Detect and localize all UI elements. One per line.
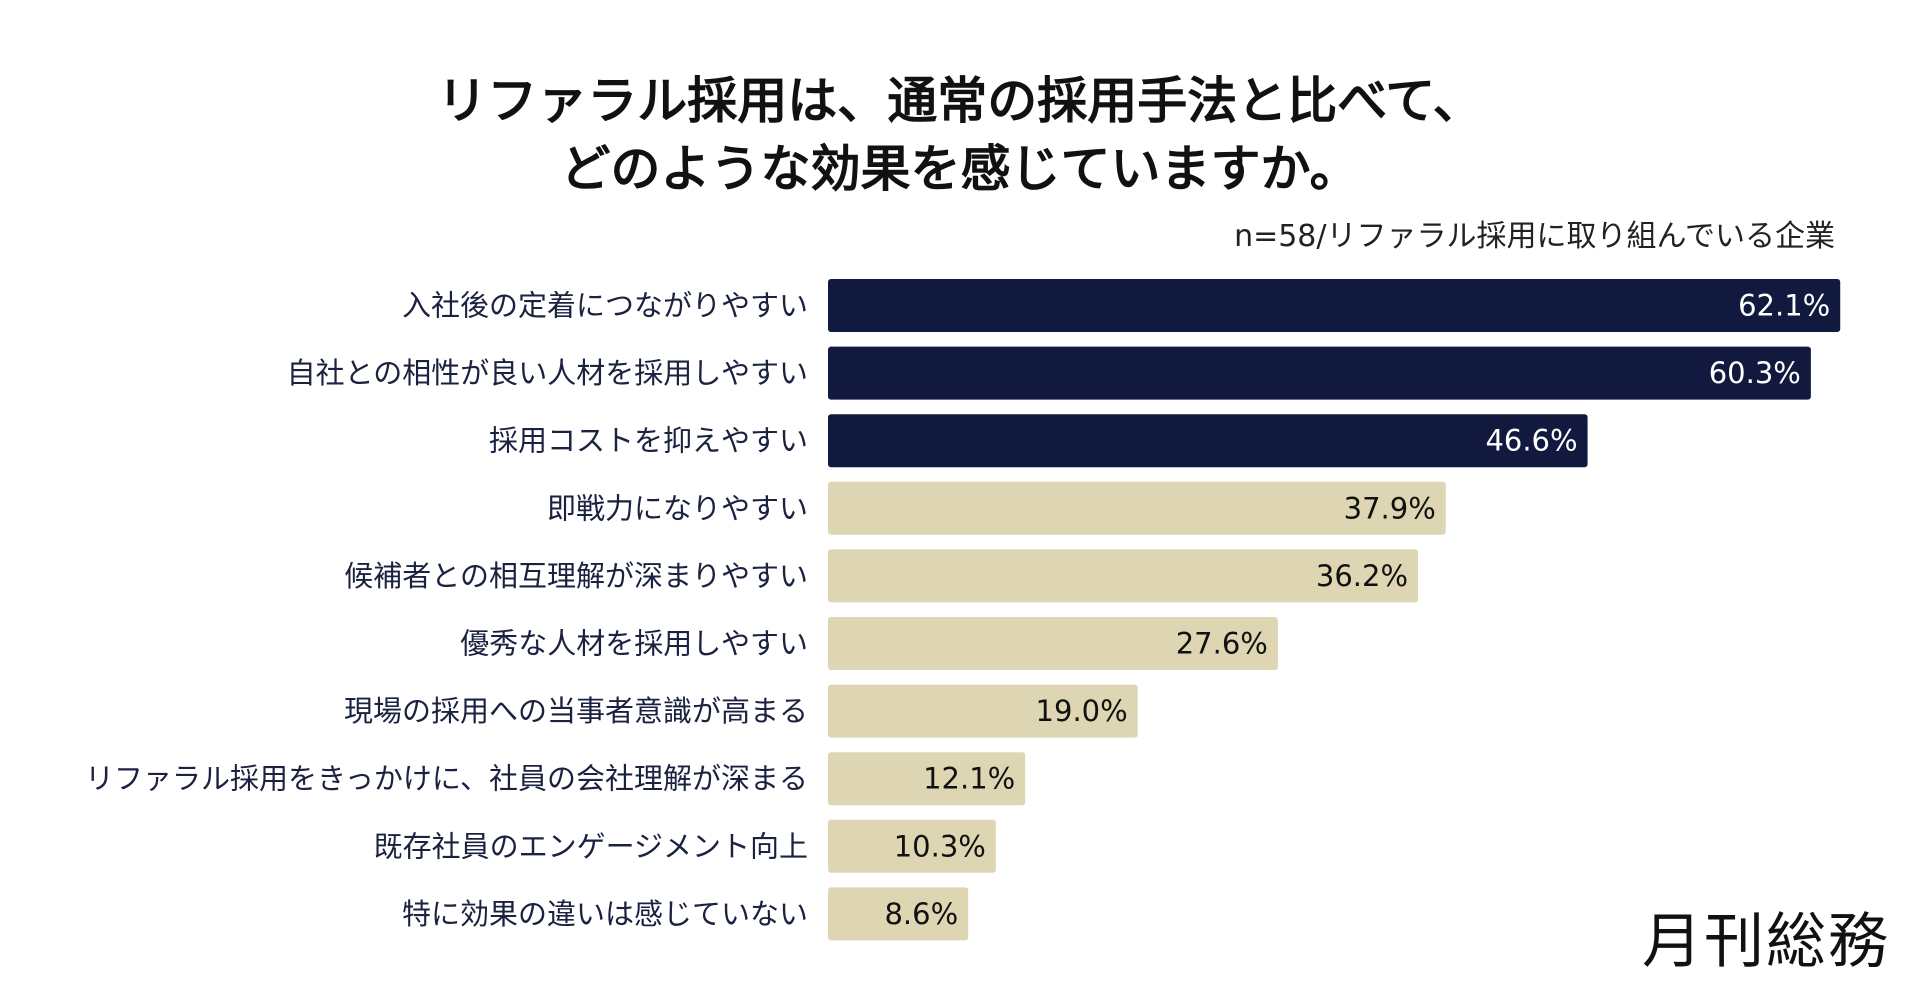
category-label-8: 既存社員のエンゲージメント向上 bbox=[374, 829, 808, 863]
value-label-3: 37.9% bbox=[1344, 491, 1436, 525]
bar-2 bbox=[828, 414, 1588, 468]
bar-3 bbox=[828, 481, 1446, 535]
value-label-6: 19.0% bbox=[1036, 694, 1128, 728]
category-label-2: 採用コストを抑えやすい bbox=[489, 424, 808, 458]
bar-4 bbox=[828, 549, 1419, 603]
brand-logo-text: 月刊総務 bbox=[1642, 907, 1890, 977]
bar-6 bbox=[828, 684, 1138, 738]
chart-subtitle: n=58/リファラル採用に取り組んでいる企業 bbox=[1234, 219, 1835, 254]
value-label-4: 36.2% bbox=[1316, 559, 1408, 593]
category-label-7: リファラル採用をきっかけに、社員の会社理解が深まる bbox=[85, 762, 808, 796]
bars-group: 入社後の定着につながりやすい 62.1% 自社との相性が良い人材を採用しやすい 60.… bbox=[85, 279, 1841, 941]
value-label-9: 8.6% bbox=[884, 897, 958, 931]
value-label-8: 10.3% bbox=[894, 829, 986, 863]
category-label-5: 優秀な人材を採用しやすい bbox=[460, 627, 808, 661]
bar-9 bbox=[828, 887, 969, 941]
bar-0 bbox=[828, 279, 1841, 332]
value-label-1: 60.3% bbox=[1709, 356, 1801, 390]
category-label-1: 自社との相性が良い人材を採用しやすい bbox=[287, 356, 808, 390]
category-label-6: 現場の採用への当事者意識が高まる bbox=[344, 694, 808, 728]
bar-8 bbox=[828, 819, 996, 873]
value-label-0: 62.1% bbox=[1738, 289, 1830, 323]
bar-7 bbox=[828, 752, 1026, 806]
bar-5 bbox=[828, 617, 1278, 670]
category-label-0: 入社後の定着につながりやすい bbox=[402, 289, 808, 323]
value-label-7: 12.1% bbox=[923, 762, 1015, 796]
value-label-5: 27.6% bbox=[1176, 627, 1268, 661]
category-label-9: 特に効果の違いは感じていない bbox=[402, 897, 808, 931]
category-label-3: 即戦力になりやすい bbox=[547, 491, 808, 525]
category-label-4: 候補者との相互理解が深まりやすい bbox=[344, 559, 808, 593]
chart-title-line-2: どのような効果を感じていますか。 bbox=[561, 140, 1360, 198]
bar-1 bbox=[828, 346, 1811, 400]
value-label-2: 46.6% bbox=[1485, 424, 1577, 458]
chart-title-line-1: リファラル採用は、通常の採用手法と比べて、 bbox=[437, 72, 1483, 130]
